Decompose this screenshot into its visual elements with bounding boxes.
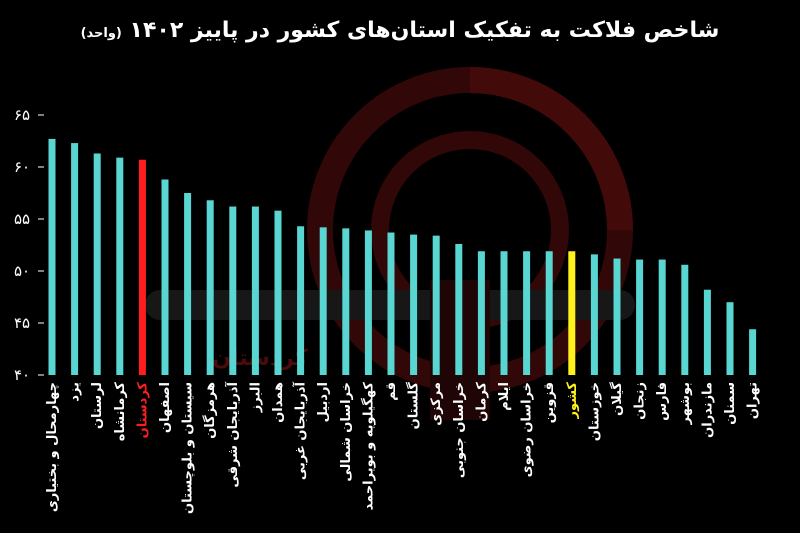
bar [93,153,101,375]
x-tick-label: خراسان رضوی [520,382,535,477]
x-tick-label: مازندران [700,382,715,438]
x-tick-label: سیستان و بلوچستان [181,382,196,514]
x-tick-label: کرمان [474,382,489,422]
chart-title-text: شاخص فلاکت به تفکیک استان‌های کشور در پا… [129,18,720,43]
bar [297,226,305,375]
x-tick-label: خوزستان [587,382,602,441]
bar [681,264,689,375]
x-tick-label: همدان [271,382,286,423]
y-tick-label: ۴۵ [14,314,30,332]
x-tick-label: آذربایجان غربی [292,381,309,480]
x-tick-label: کهگیلویه و بویراحمد [360,382,376,511]
x-tick-label: کشور [565,382,580,420]
x-tick-label: لرستان [90,382,105,429]
bar [545,251,553,375]
chart-title-unit: (واحد) [80,26,122,41]
bar [568,251,576,375]
x-tick-label: هرمزگان [202,382,218,439]
x-tick-label: کرمانشاه [113,382,128,442]
x-tick-label: یزد [68,382,83,402]
bar [138,159,146,375]
x-tick-label: البرز [248,382,263,413]
bar [658,259,666,375]
y-tick-label: ۶۵ [14,106,30,124]
x-tick-label: آذربایجان شرقی [224,381,241,487]
x-tick-label: چهارمحال و بختیاری [45,382,60,512]
watermark-text: کردستان [212,346,308,371]
x-tick-label: خراسان شمالی [339,382,354,482]
bar [229,206,237,375]
x-tick-label: گلستان [406,382,422,430]
bar [455,243,463,375]
bar [184,193,192,375]
x-tick-label: قزوین [542,382,557,423]
x-tick-label: سمنان [723,382,738,425]
bar [703,289,711,375]
bar [500,251,508,375]
bars [48,138,757,375]
chart-title: شاخص فلاکت به تفکیک استان‌های کشور در پا… [0,18,800,43]
watermark-logo: کردستان [145,67,635,420]
x-tick-label: بوشهر [678,382,693,426]
bar [410,234,418,375]
x-tick-label: مرکزی [429,382,444,426]
x-tick-label: قم [384,382,399,401]
y-tick-label: ۴۰ [14,366,30,384]
bar [342,228,350,375]
bar [636,259,644,375]
x-tick-label: کردستان [135,382,150,439]
bar [116,157,124,375]
x-tick-label: خراسان جنوبی [452,382,467,478]
bar [48,138,56,375]
x-tick-label: تهران [746,382,761,419]
x-tick-label: ایلام [497,382,512,411]
bar [71,143,79,375]
x-tick-label: زنجان [633,382,648,420]
bar [319,227,327,375]
y-tick-label: ۶۰ [14,158,30,176]
bar [161,179,169,375]
bar [364,230,372,375]
bar [387,232,395,375]
x-axis-labels: چهارمحال و بختیاری یزد لرستان کرمانشاه کردست… [45,381,761,514]
x-tick-label: گیلان [609,382,625,416]
bar [432,235,440,375]
bar [613,258,621,375]
x-tick-label: فارس [655,382,670,421]
y-tick-label: ۵۰ [14,262,30,280]
bar [206,200,214,375]
bar [251,206,259,375]
bar [749,329,757,375]
bar [590,254,598,375]
y-axis: ۴۰ ۴۵ ۵۰ ۵۵ ۶۰ ۶۵ [14,106,44,384]
bar [523,251,531,375]
bar [726,302,734,375]
x-tick-label: اصفهان [158,382,173,433]
y-tick-label: ۵۵ [14,210,30,228]
bar [274,210,282,375]
x-tick-label: اردبیل [316,382,331,422]
bar [477,251,485,375]
